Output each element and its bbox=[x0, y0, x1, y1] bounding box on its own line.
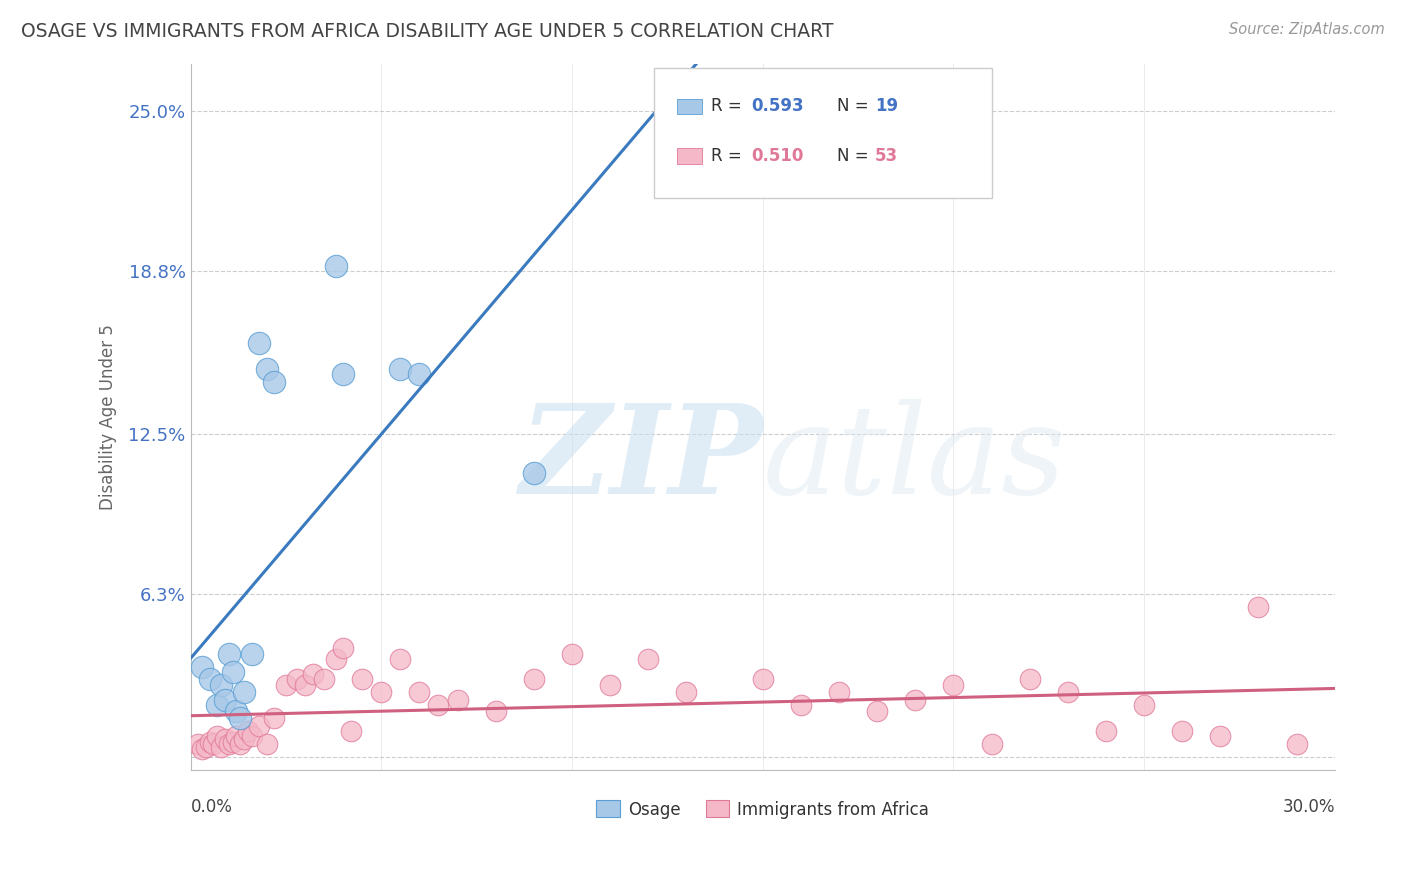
Point bbox=[209, 739, 232, 754]
Point bbox=[325, 259, 347, 273]
Point bbox=[191, 742, 214, 756]
Point bbox=[301, 667, 323, 681]
Point bbox=[904, 693, 927, 707]
Point bbox=[214, 731, 236, 746]
Point bbox=[332, 368, 354, 382]
Point bbox=[247, 336, 270, 351]
Point bbox=[332, 641, 354, 656]
Text: 0.510: 0.510 bbox=[751, 147, 804, 165]
Y-axis label: Disability Age Under 5: Disability Age Under 5 bbox=[100, 324, 117, 510]
Text: 0.593: 0.593 bbox=[751, 97, 804, 115]
Point bbox=[263, 375, 285, 389]
Point bbox=[637, 652, 659, 666]
Point bbox=[408, 685, 430, 699]
Text: Source: ZipAtlas.com: Source: ZipAtlas.com bbox=[1229, 22, 1385, 37]
Text: 53: 53 bbox=[875, 147, 898, 165]
Point bbox=[523, 466, 546, 480]
Point bbox=[339, 724, 361, 739]
Text: ZIP: ZIP bbox=[519, 399, 762, 520]
Point bbox=[198, 734, 221, 748]
Point bbox=[256, 737, 278, 751]
Point bbox=[828, 685, 851, 699]
Point bbox=[980, 737, 1002, 751]
Point bbox=[263, 711, 285, 725]
Point bbox=[1095, 724, 1118, 739]
Point bbox=[202, 737, 225, 751]
Point bbox=[1018, 673, 1040, 687]
Point bbox=[352, 673, 374, 687]
Point bbox=[427, 698, 450, 713]
Point bbox=[485, 704, 508, 718]
Point bbox=[240, 730, 263, 744]
Point bbox=[240, 647, 263, 661]
Point bbox=[599, 678, 621, 692]
Point bbox=[218, 647, 240, 661]
Point bbox=[287, 673, 309, 687]
Text: atlas: atlas bbox=[762, 399, 1066, 520]
Text: OSAGE VS IMMIGRANTS FROM AFRICA DISABILITY AGE UNDER 5 CORRELATION CHART: OSAGE VS IMMIGRANTS FROM AFRICA DISABILI… bbox=[21, 22, 834, 41]
Point bbox=[942, 678, 965, 692]
Point bbox=[1056, 685, 1078, 699]
Text: N =: N = bbox=[837, 97, 875, 115]
Point bbox=[207, 730, 229, 744]
Text: 19: 19 bbox=[875, 97, 898, 115]
Point bbox=[187, 737, 209, 751]
Point bbox=[229, 737, 252, 751]
Point bbox=[389, 652, 412, 666]
Point bbox=[325, 652, 347, 666]
Point bbox=[229, 711, 252, 725]
Point bbox=[236, 724, 259, 739]
Point bbox=[866, 704, 889, 718]
Text: R =: R = bbox=[711, 147, 747, 165]
Point bbox=[1133, 698, 1156, 713]
Legend: Osage, Immigrants from Africa: Osage, Immigrants from Africa bbox=[589, 794, 936, 825]
Point bbox=[751, 673, 773, 687]
Point bbox=[1171, 724, 1194, 739]
Text: 30.0%: 30.0% bbox=[1282, 798, 1334, 816]
Point bbox=[233, 685, 256, 699]
Text: 0.0%: 0.0% bbox=[191, 798, 232, 816]
Point bbox=[247, 719, 270, 733]
Text: R =: R = bbox=[711, 97, 747, 115]
FancyBboxPatch shape bbox=[676, 148, 702, 163]
Point bbox=[225, 704, 247, 718]
Point bbox=[256, 362, 278, 376]
Point bbox=[370, 685, 392, 699]
Point bbox=[675, 685, 697, 699]
Point bbox=[191, 659, 214, 673]
Point bbox=[194, 739, 217, 754]
Point bbox=[218, 737, 240, 751]
Point bbox=[1285, 737, 1308, 751]
Point bbox=[1209, 730, 1232, 744]
Point bbox=[198, 673, 221, 687]
Point bbox=[1247, 600, 1270, 615]
Point bbox=[233, 731, 256, 746]
Point bbox=[294, 678, 316, 692]
Point bbox=[790, 698, 813, 713]
Point bbox=[225, 730, 247, 744]
Point bbox=[214, 693, 236, 707]
Point bbox=[561, 647, 583, 661]
FancyBboxPatch shape bbox=[654, 68, 991, 198]
Point bbox=[221, 665, 243, 679]
Point bbox=[389, 362, 412, 376]
FancyBboxPatch shape bbox=[676, 99, 702, 114]
Text: N =: N = bbox=[837, 147, 875, 165]
Point bbox=[446, 693, 468, 707]
Point bbox=[274, 678, 297, 692]
Point bbox=[221, 734, 243, 748]
Point bbox=[209, 678, 232, 692]
Point bbox=[523, 673, 546, 687]
Point bbox=[408, 368, 430, 382]
Point bbox=[312, 673, 335, 687]
Point bbox=[207, 698, 229, 713]
